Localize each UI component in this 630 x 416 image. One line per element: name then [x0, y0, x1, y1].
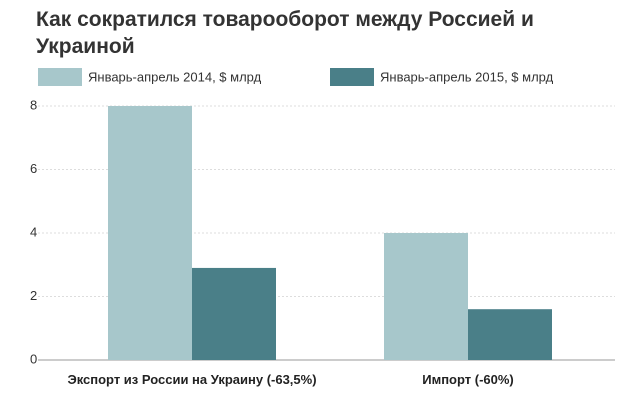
y-tick-label: 4 — [30, 224, 37, 239]
y-tick-label: 0 — [30, 351, 37, 366]
x-tick-label: Экспорт из России на Украину (-63,5%) — [67, 372, 317, 387]
legend-label: Январь-апрель 2015, $ млрд — [380, 69, 554, 84]
legend-label: Январь-апрель 2014, $ млрд — [88, 69, 262, 84]
x-tick-label: Импорт (-60%) — [422, 372, 514, 387]
y-tick-label: 2 — [30, 288, 37, 303]
bar — [384, 233, 468, 360]
bar — [108, 106, 192, 360]
y-tick-label: 8 — [30, 97, 37, 112]
legend-swatch — [38, 68, 82, 86]
y-tick-label: 6 — [30, 161, 37, 176]
bar — [192, 267, 276, 360]
bar — [468, 309, 552, 360]
chart-title: Как сократился товарооборот между Россие… — [36, 8, 534, 58]
legend-swatch — [330, 68, 374, 86]
